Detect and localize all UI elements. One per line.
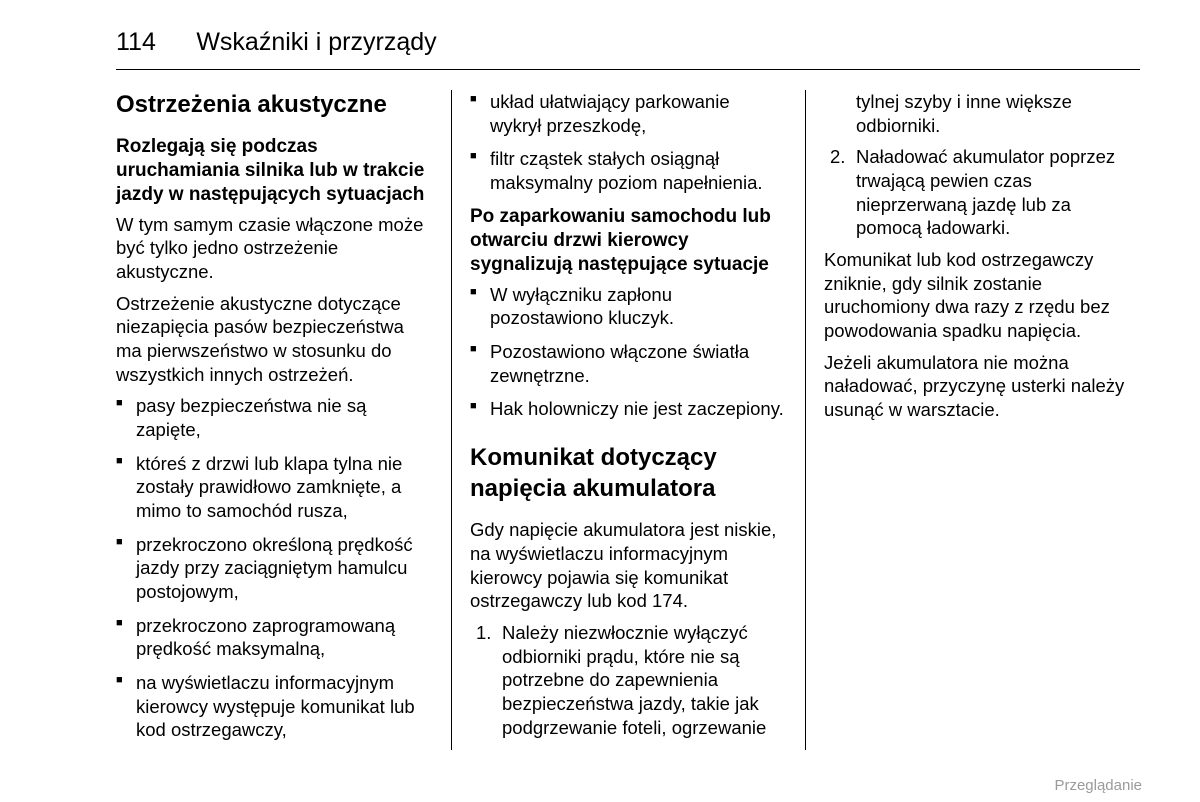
heading-warnings: Ostrzeżenia akustyczne bbox=[116, 90, 432, 121]
heading-battery: Komunikat dotyczący napięcia akumulatora bbox=[470, 443, 786, 504]
page-number: 114 bbox=[116, 28, 156, 57]
list-item: pasy bezpieczeństwa nie są zapięte, bbox=[116, 394, 432, 441]
para-battery-low: Gdy napięcie akumulatora jest niskie, na… bbox=[470, 518, 786, 613]
subheading-parked: Po zaparkowaniu samochodu lub otwarciu d… bbox=[470, 205, 786, 278]
list-item: W wyłączniku zapłonu pozostawiono kluczy… bbox=[470, 283, 786, 330]
page-title: Wskaźniki i przyrządy bbox=[196, 28, 436, 57]
para-msg-disappear: Komunikat lub kod ostrzegawczy zniknie, … bbox=[824, 248, 1140, 343]
para-single-warning: W tym samym czasie włączone może być tyl… bbox=[116, 213, 432, 284]
list-item: filtr cząstek stałych osiągnął maksymaln… bbox=[470, 147, 786, 194]
page-header: 114 Wskaźniki i przyrządy bbox=[116, 28, 1140, 70]
list-item: któreś z drzwi lub klapa tylna nie zosta… bbox=[116, 452, 432, 523]
subheading-driving: Rozlegają się podczas uruchamiania silni… bbox=[116, 135, 432, 208]
list-item: Pozostawiono włączone światła zewnętrzne… bbox=[470, 340, 786, 387]
list-item: Hak holowniczy nie jest zaczepiony. bbox=[470, 397, 786, 421]
para-seatbelt-priority: Ostrzeżenie akustyczne dotyczące niezapi… bbox=[116, 292, 432, 387]
list-item: przekroczono określoną prędkość jazdy pr… bbox=[116, 533, 432, 604]
list-parked-situations: W wyłączniku zapłonu pozostawiono kluczy… bbox=[470, 283, 786, 421]
list-item: na wyświetlaczu informacyjnym kierowcy w… bbox=[116, 671, 432, 742]
list-item: przekroczono zaprogramowaną prędkość mak… bbox=[116, 614, 432, 661]
footer-text: Przeglądanie bbox=[1054, 777, 1142, 794]
page-content: Ostrzeżenia akustyczne Rozlegają się pod… bbox=[116, 90, 1140, 750]
list-item: układ ułatwiający parkowanie wykrył prze… bbox=[470, 90, 786, 137]
para-workshop: Jeżeli akumulatora nie można naładować, … bbox=[824, 351, 1140, 422]
list-item: Naładować akumulator poprzez trwającą pe… bbox=[824, 145, 1140, 240]
